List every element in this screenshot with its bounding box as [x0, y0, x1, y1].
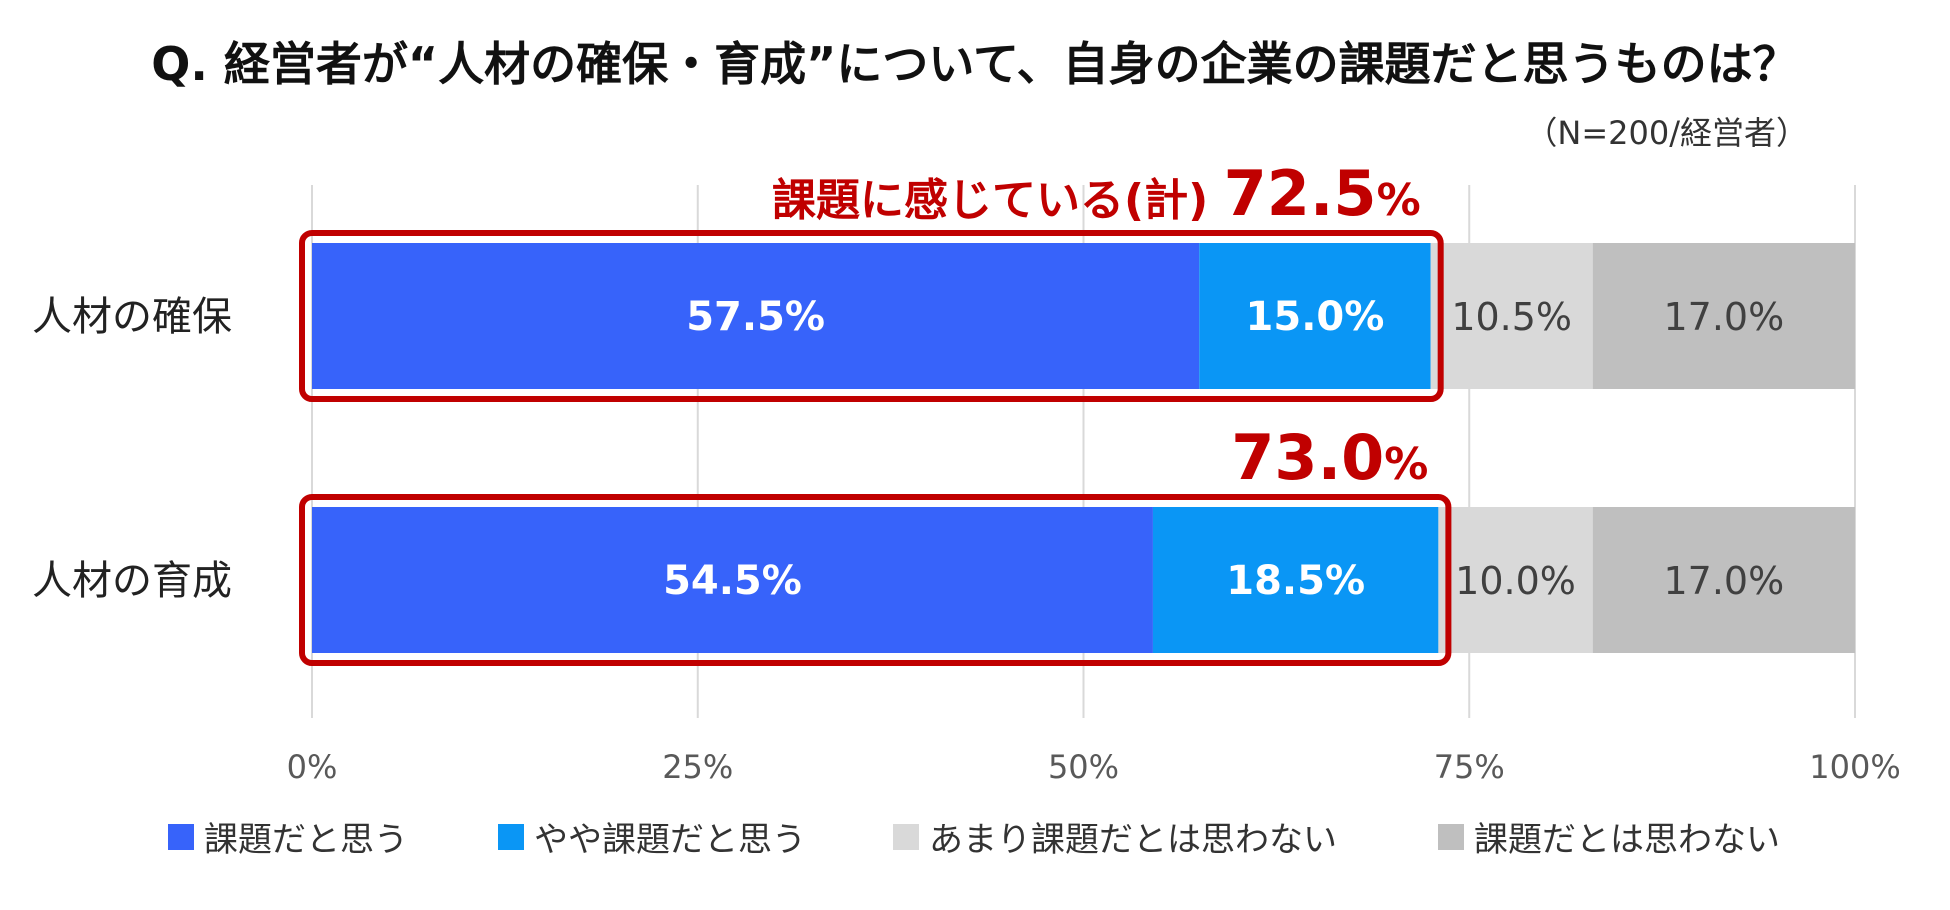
data-label: 10.5% [1451, 295, 1572, 339]
category-label: 人材の確保 [32, 294, 232, 340]
highlight-box [299, 494, 1452, 666]
annotation-value: 72.5 [1224, 157, 1377, 230]
chart-title: Q. 経営者が“人材の確保・育成”について、自身の企業の課題だと思うものは？ [151, 37, 1799, 91]
data-label: 10.0% [1455, 559, 1576, 603]
x-tick-label: 25% [662, 748, 733, 786]
legend-swatch [1438, 823, 1464, 850]
legend-label: やや課題だと思う [534, 820, 806, 860]
sample-size-note: （N=200/経営者） [1525, 114, 1808, 152]
legend-swatch [498, 823, 524, 850]
x-tick-label: 0% [287, 748, 338, 786]
highlight-box [299, 230, 1444, 402]
annotation-value: 73.0 [1231, 421, 1384, 494]
x-tick-label: 75% [1434, 748, 1505, 786]
chart-legend: 課題だと思う やや課題だと思う あまり課題だとは思わない 課題だとは思わない [168, 812, 1868, 862]
data-label: 54.5% [663, 558, 802, 604]
data-label: 15.0% [1246, 294, 1385, 340]
bar-segment [312, 507, 1153, 653]
legend-item: 課題だと思う [168, 812, 408, 861]
bar-segment [312, 243, 1200, 389]
data-label: 17.0% [1663, 559, 1784, 603]
annotation-label: 課題に感じている(計) [772, 175, 1224, 226]
data-label: 17.0% [1663, 295, 1784, 339]
annotation-unit: % [1377, 175, 1421, 226]
bar-segment [1592, 507, 1855, 653]
legend-label: あまり課題だとは思わない [929, 820, 1337, 860]
x-tick-label: 100% [1809, 748, 1900, 786]
data-label: 18.5% [1226, 558, 1365, 604]
category-label: 人材の育成 [32, 558, 232, 604]
legend-swatch [168, 823, 194, 850]
legend-swatch [893, 823, 919, 850]
legend-label: 課題だとは思わない [1474, 820, 1780, 860]
bar-segment [1592, 243, 1855, 389]
bar-segment [1438, 507, 1593, 653]
annotation-unit: % [1384, 439, 1428, 490]
legend-item: 課題だとは思わない [1438, 812, 1780, 861]
bar-segment [1152, 507, 1439, 653]
bar-segment [1430, 243, 1593, 389]
legend-label: 課題だと思う [204, 820, 408, 860]
bar-segment [1199, 243, 1431, 389]
total-annotation: 課題に感じている(計) 72.5% [772, 157, 1421, 230]
x-tick-label: 50% [1048, 748, 1119, 786]
legend-item: あまり課題だとは思わない [893, 812, 1337, 861]
total-annotation: 73.0% [1231, 421, 1428, 494]
data-label: 57.5% [686, 294, 825, 340]
legend-item: やや課題だと思う [498, 812, 806, 861]
